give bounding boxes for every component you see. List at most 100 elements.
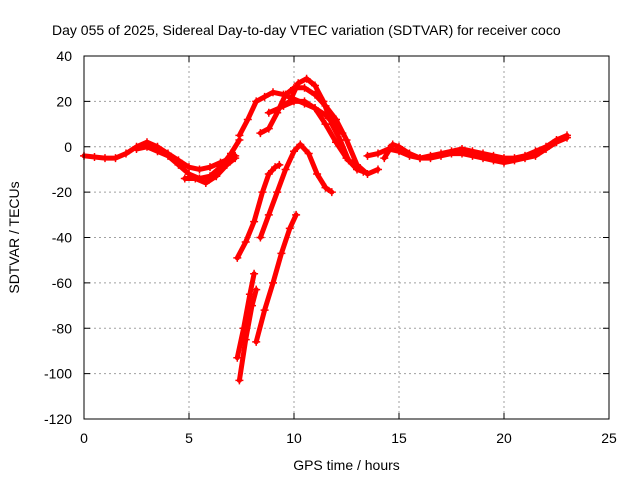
chart-title: Day 055 of 2025, Sidereal Day-to-day VTE… [52, 22, 561, 38]
data-point [90, 152, 99, 161]
data-point [332, 138, 340, 147]
data-point [250, 269, 259, 278]
data-point [195, 165, 204, 174]
data-point [279, 90, 288, 99]
data-point [458, 149, 466, 158]
data-point [363, 169, 372, 178]
data-point [227, 149, 235, 158]
data-point [231, 154, 240, 163]
data-point [300, 83, 309, 92]
data-point [248, 301, 256, 310]
data-point [252, 285, 261, 294]
x-axis-label: GPS time / hours [293, 457, 400, 473]
data-point [292, 210, 301, 219]
y-tick-label: 40 [56, 48, 72, 64]
data-point [285, 224, 294, 233]
data-point [294, 79, 303, 88]
data-point [290, 97, 298, 106]
y-tick-label: -20 [52, 184, 72, 200]
data-point [235, 376, 244, 385]
series-trace [236, 287, 259, 383]
data-point [271, 163, 280, 172]
data-point [447, 149, 456, 158]
series-deep-dip-a [233, 160, 284, 262]
data-point [405, 149, 414, 158]
data-point [313, 169, 322, 178]
data-point [521, 154, 529, 163]
data-point [264, 124, 273, 133]
data-point [256, 233, 265, 242]
y-tick-label: 20 [56, 93, 72, 109]
data-point [264, 210, 273, 219]
data-point [260, 92, 269, 101]
data-point [296, 140, 305, 149]
series-layer [80, 74, 571, 385]
series-trace [257, 85, 381, 177]
y-tick-label: -60 [52, 275, 72, 291]
data-point [164, 151, 172, 160]
data-point [269, 88, 277, 97]
data-point [252, 97, 261, 106]
data-point [275, 104, 284, 113]
data-point [531, 151, 540, 160]
data-point [552, 138, 561, 147]
series-trace [365, 132, 570, 161]
data-point [338, 129, 347, 138]
y-tick-label: -100 [44, 366, 72, 382]
series-deep-dip-d [235, 285, 261, 385]
data-point [311, 81, 319, 90]
data-point [510, 156, 519, 165]
series-trace [234, 162, 282, 261]
data-point [359, 167, 368, 176]
data-point [319, 97, 328, 106]
series-early-segment [80, 138, 240, 174]
data-point [143, 142, 151, 151]
grid [84, 56, 609, 419]
x-tick-label: 15 [391, 430, 407, 446]
data-point [241, 238, 250, 247]
data-point [281, 165, 290, 174]
data-point [479, 154, 487, 163]
data-point [258, 188, 267, 197]
data-point [302, 74, 311, 83]
data-point [374, 165, 382, 174]
data-point [180, 174, 189, 183]
data-point [201, 179, 210, 188]
y-tick-label: 0 [64, 139, 72, 155]
data-point [260, 306, 269, 315]
data-point [426, 154, 435, 163]
series-trace [81, 139, 238, 172]
data-point [395, 142, 403, 151]
data-point [290, 147, 298, 156]
data-point [353, 163, 361, 172]
data-point [374, 149, 382, 158]
x-tick-label: 0 [80, 430, 88, 446]
x-tick-label: 10 [286, 430, 302, 446]
data-point [300, 97, 309, 106]
series-trace [253, 212, 299, 345]
y-tick-label: -40 [52, 230, 72, 246]
data-point [222, 160, 231, 169]
y-tick-label: -80 [52, 320, 72, 336]
y-axis-label: SDTVAR / TECUs [6, 181, 22, 293]
data-point [206, 163, 214, 172]
data-point [243, 115, 252, 124]
data-point [500, 158, 508, 167]
data-point [101, 154, 109, 163]
data-point [321, 120, 330, 129]
data-point [273, 188, 282, 197]
data-point [235, 131, 244, 140]
data-point [185, 163, 193, 172]
data-point [321, 183, 330, 192]
data-point [174, 160, 183, 169]
data-point [275, 160, 284, 169]
series-trace [234, 271, 257, 361]
axis-ticks: 0 5 10 15 20 25 -120 -100 -80 -60 -40 -20 0 20 40 [44, 48, 617, 446]
x-tick-label: 25 [601, 430, 617, 446]
data-point [122, 149, 130, 158]
series-late-branch [380, 133, 571, 167]
data-point [388, 140, 397, 149]
data-point [264, 108, 273, 117]
data-point [111, 154, 120, 163]
data-point [212, 172, 221, 181]
